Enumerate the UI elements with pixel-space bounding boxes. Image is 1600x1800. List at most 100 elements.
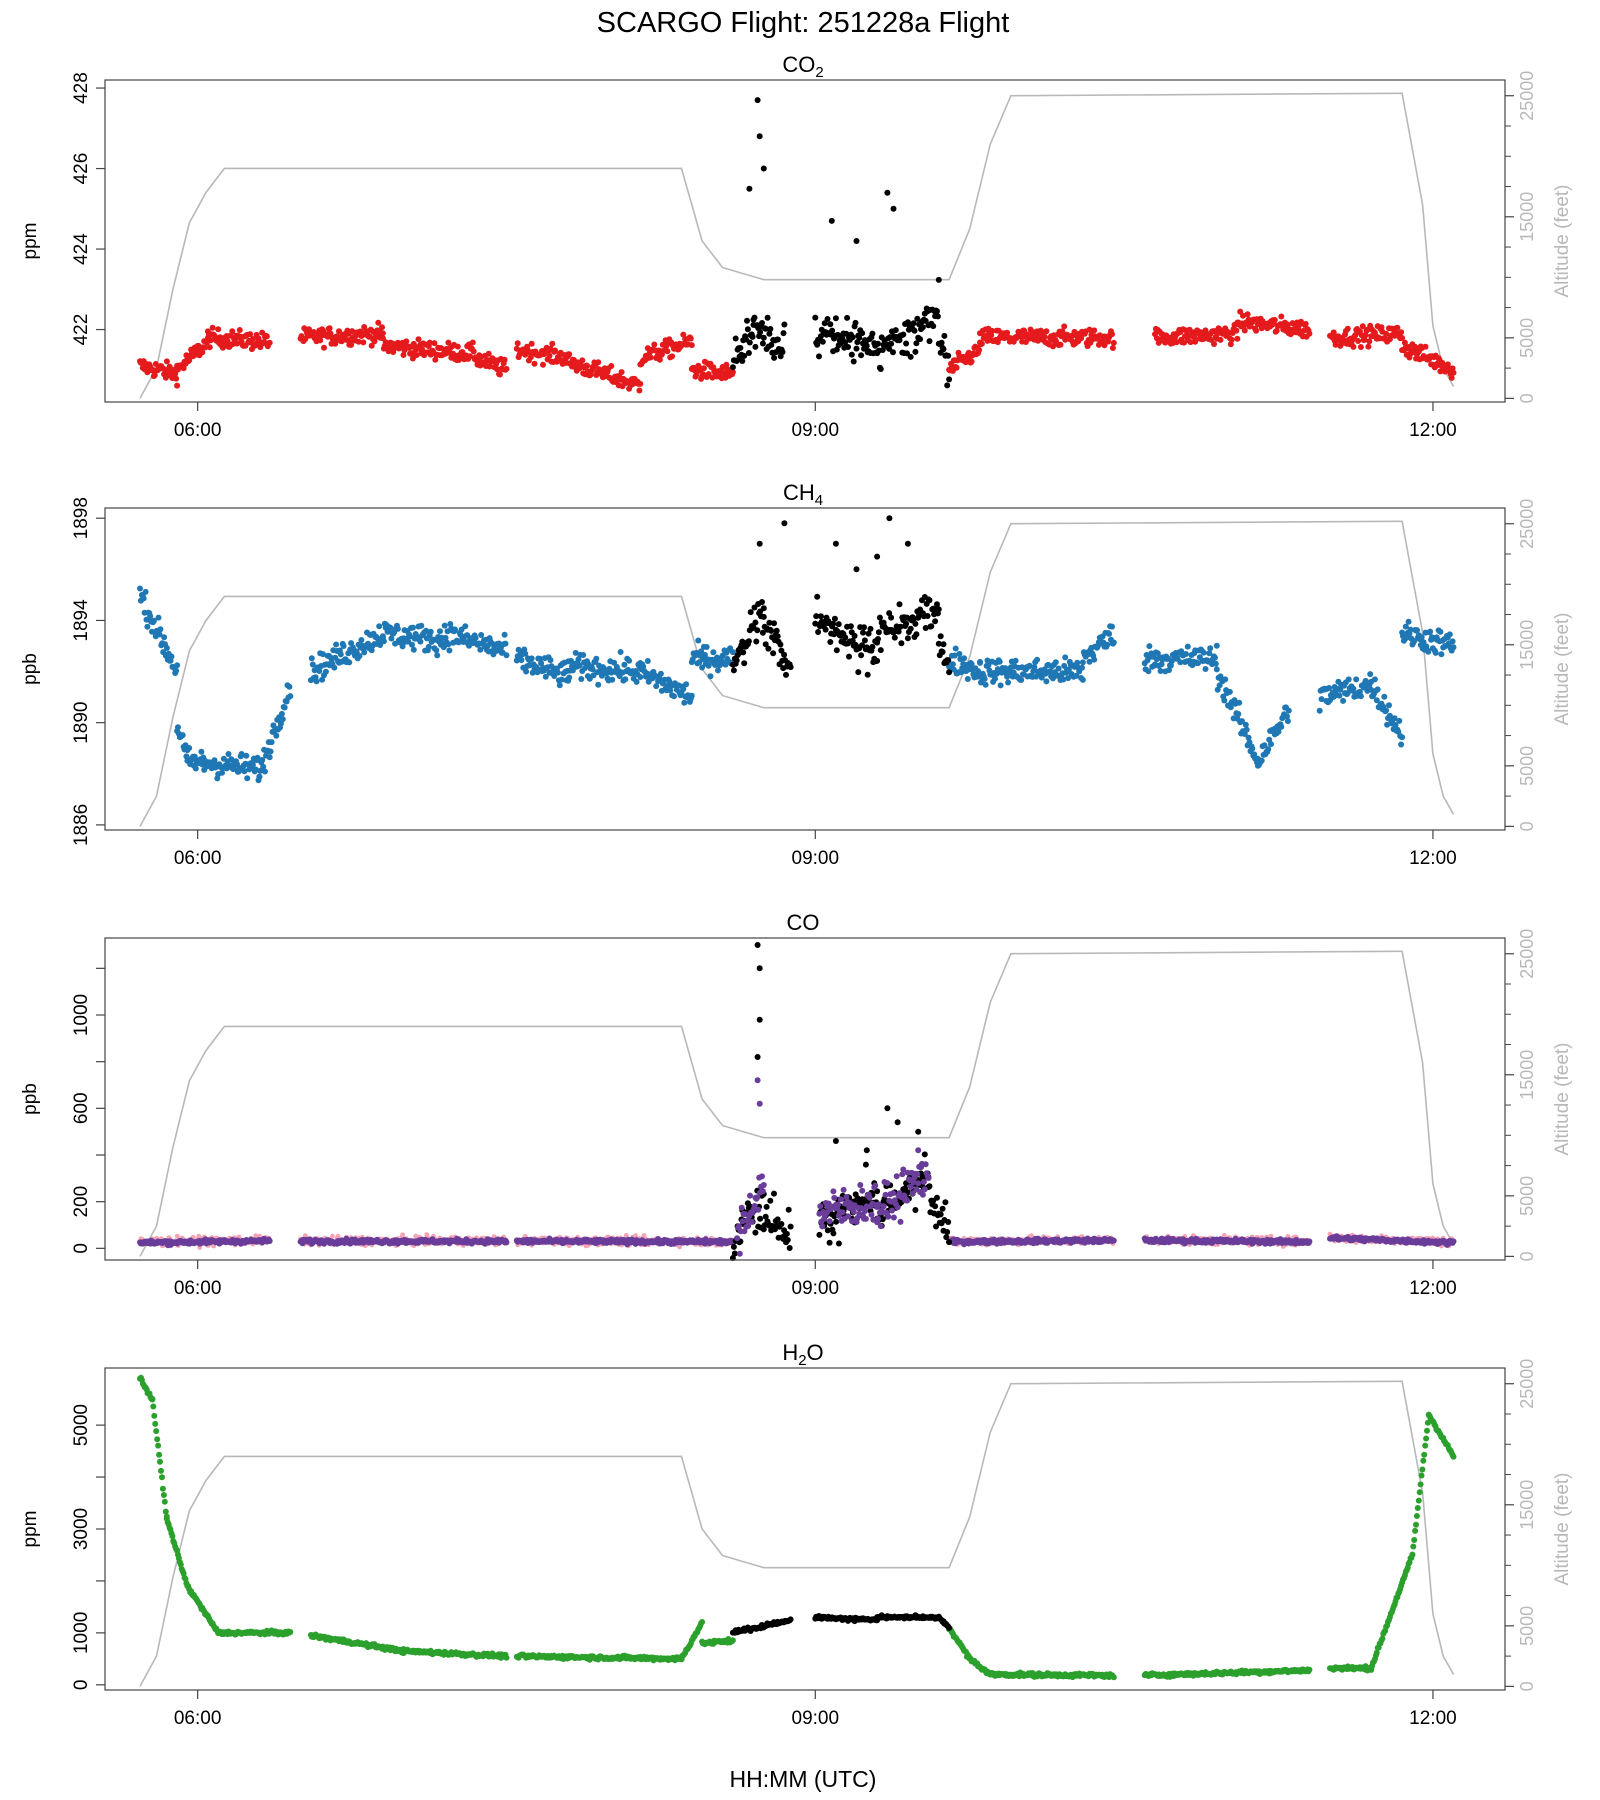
data-point [263, 333, 270, 340]
data-point [1438, 651, 1445, 658]
data-point [1192, 338, 1199, 345]
data-point [771, 620, 777, 627]
data-point [1350, 343, 1357, 350]
data-point [745, 638, 752, 645]
data-point [1450, 1238, 1457, 1245]
data-point [771, 354, 778, 361]
y-axis-label: ppm [20, 223, 41, 260]
data-point [528, 340, 535, 347]
data-point [778, 1221, 785, 1227]
data-point [202, 344, 209, 351]
data-point [1414, 627, 1420, 634]
data-point [752, 619, 759, 626]
data-point [229, 328, 236, 335]
data-point [522, 650, 529, 657]
data-point [1240, 312, 1246, 319]
data-point [688, 692, 695, 699]
x-tick-label: 12:00 [1409, 848, 1457, 869]
data-point [815, 629, 822, 635]
y-tick-label: 428 [71, 72, 92, 104]
data-point [1367, 671, 1374, 678]
data-point [760, 334, 767, 341]
data-point [922, 317, 929, 324]
data-point [1057, 341, 1064, 348]
data-point [437, 628, 443, 635]
y2-tick-label: 25000 [1517, 71, 1537, 121]
data-point [1226, 688, 1233, 695]
data-point [941, 332, 948, 339]
data-point [763, 1203, 770, 1210]
data-point [946, 376, 953, 383]
data-point [1200, 649, 1207, 656]
data-point [445, 339, 452, 346]
data-point [501, 356, 508, 363]
data-point [331, 664, 338, 671]
data-point [155, 614, 162, 621]
data-point [494, 366, 501, 373]
data-point [891, 634, 898, 641]
data-point [1448, 374, 1455, 381]
data-point [142, 588, 149, 595]
data-point [626, 657, 633, 664]
data-point [875, 636, 881, 642]
data-point [622, 676, 629, 683]
data-point [1091, 327, 1098, 334]
data-point [485, 350, 492, 357]
data-point [309, 661, 316, 668]
data-point [835, 1240, 842, 1247]
data-point [379, 633, 386, 640]
data-point [1110, 1237, 1117, 1244]
data-point [835, 621, 842, 628]
data-point [496, 371, 503, 378]
data-point-spike [832, 540, 839, 547]
data-point [199, 349, 206, 356]
data-point [1427, 628, 1434, 635]
data-point [1278, 313, 1285, 320]
data-point [914, 315, 921, 322]
data-point [415, 336, 422, 343]
data-point [179, 732, 186, 739]
data-point [152, 361, 159, 367]
data-point [707, 673, 714, 680]
data-point [163, 358, 170, 365]
data-point [1106, 630, 1113, 637]
x-tick-label: 06:00 [174, 848, 222, 869]
data-point [580, 652, 587, 658]
data-point [163, 645, 170, 651]
data-point [879, 347, 886, 353]
data-point [647, 354, 654, 361]
data-point [380, 638, 387, 645]
data-point [773, 627, 780, 634]
data-point [1109, 331, 1115, 338]
data-point [279, 716, 286, 723]
data-point [837, 340, 844, 347]
data-point [1398, 329, 1405, 336]
data-point [856, 334, 863, 341]
data-point [1405, 618, 1412, 625]
series-highlight [729, 97, 953, 389]
data-point [376, 623, 383, 630]
data-point [932, 618, 939, 625]
data-point [741, 660, 748, 667]
data-point [1241, 327, 1248, 334]
data-point [768, 341, 775, 348]
plot-frame [104, 79, 1506, 403]
data-point [946, 669, 953, 676]
altitude-line [139, 520, 1455, 827]
data-point [266, 1238, 273, 1244]
panel-title-main: CH [783, 480, 815, 505]
data-point [1284, 321, 1291, 328]
data-point [1211, 341, 1217, 347]
data-point [219, 769, 225, 776]
data-point [934, 313, 941, 320]
data-point [1005, 679, 1012, 686]
data-point [316, 668, 323, 674]
data-point-spike [756, 540, 763, 547]
data-point [978, 340, 985, 347]
data-point [875, 629, 882, 636]
data-point [441, 622, 448, 629]
data-point [1316, 707, 1323, 714]
data-point [851, 632, 858, 639]
data-point [850, 358, 857, 365]
data-point [926, 338, 933, 345]
